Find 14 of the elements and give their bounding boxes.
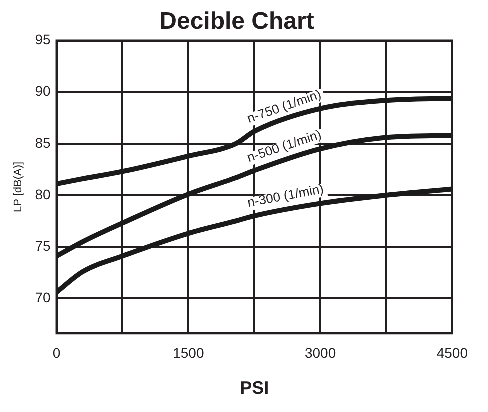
- text: n-300 (1/min): [246, 181, 325, 210]
- y-tick-label: 85: [35, 134, 51, 151]
- y-tick-label: 90: [35, 83, 51, 100]
- y-tick-label: 80: [35, 186, 51, 202]
- y-axis-title: LP [dB(A)]: [12, 162, 25, 212]
- x-tick-label: 0: [52, 344, 61, 361]
- y-tick-label: 70: [35, 289, 51, 306]
- x-tick-label: 3000: [304, 344, 336, 361]
- y-tick-label: 95: [35, 32, 51, 48]
- x-axis-title: PSI: [240, 378, 270, 398]
- y-tick-label: 75: [35, 238, 51, 254]
- x-tick-label: 1500: [173, 344, 204, 361]
- chart-title: Decible Chart: [160, 8, 314, 36]
- x-tick-label: 4500: [436, 344, 468, 361]
